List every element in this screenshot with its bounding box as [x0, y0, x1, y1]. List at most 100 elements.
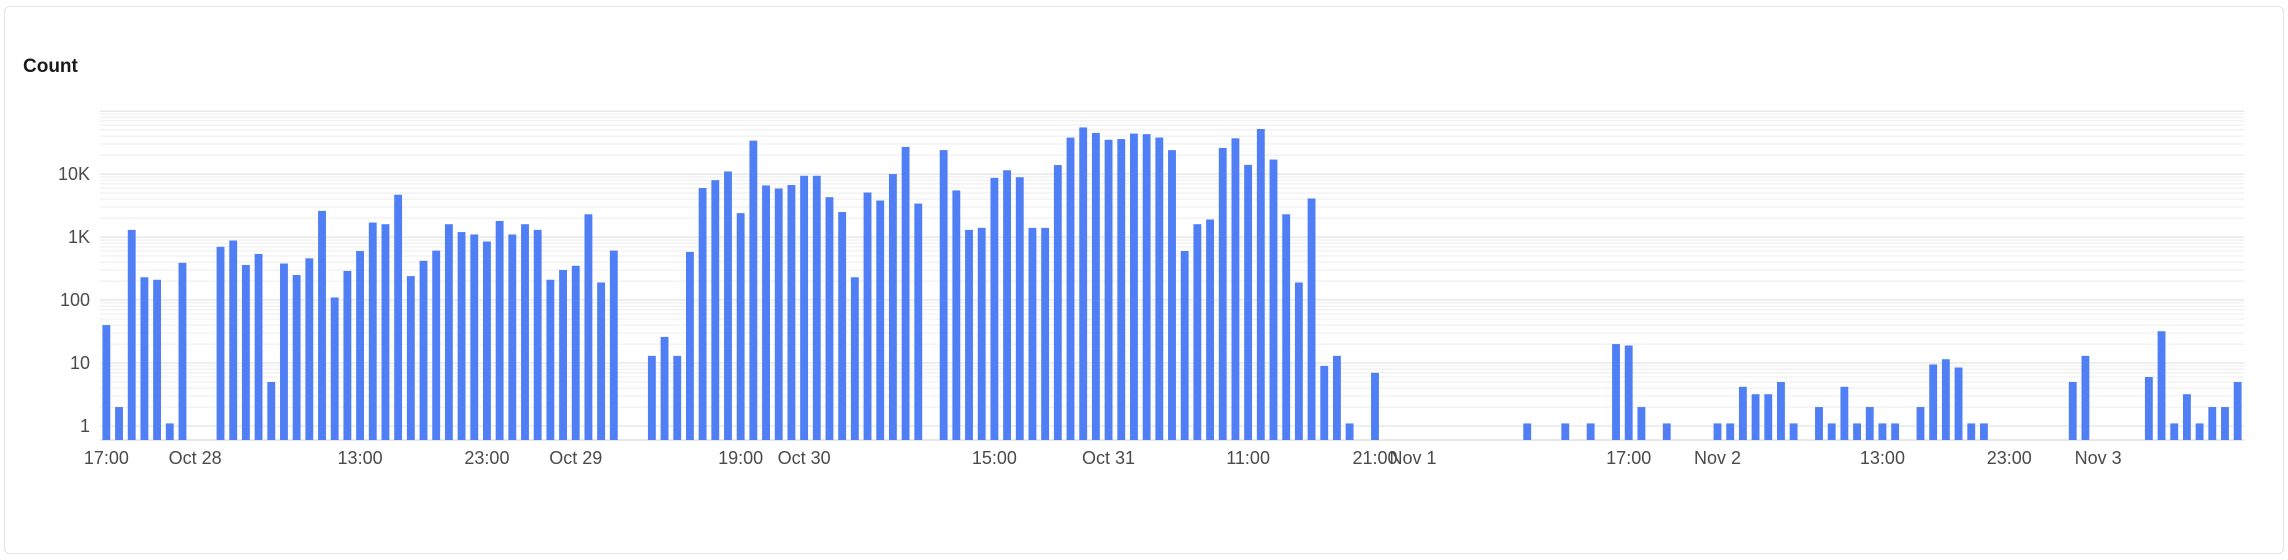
x-tick-label: Oct 29 — [549, 448, 602, 468]
bar — [292, 274, 301, 440]
bar — [2208, 407, 2217, 440]
bar — [1142, 134, 1151, 441]
x-tick-label: Nov 3 — [2075, 448, 2122, 468]
bar — [1206, 219, 1214, 440]
bar — [457, 232, 466, 440]
x-tick-label: Oct 30 — [778, 448, 831, 468]
bar — [736, 213, 745, 440]
x-tick-label: 17:00 — [84, 448, 129, 468]
bar — [229, 240, 238, 440]
x-tick-label: 23:00 — [1987, 448, 2032, 468]
x-tick-label: Nov 1 — [1390, 448, 1437, 468]
x-tick-label: Oct 28 — [169, 448, 222, 468]
x-tick-label: 11:00 — [1226, 448, 1270, 468]
bar — [1218, 147, 1227, 440]
bar — [660, 336, 669, 440]
bar — [1104, 139, 1113, 440]
x-tick-label: 13:00 — [1860, 448, 1905, 468]
bar — [914, 203, 923, 440]
bar — [597, 282, 606, 440]
bar — [863, 192, 872, 440]
x-axis: 17:00 Oct 28 13:00 23:00 Oct 29 19:00 Oct 30 15… — [84, 448, 2122, 468]
bar — [1180, 251, 1189, 440]
bar — [1003, 170, 1012, 440]
bar — [1256, 128, 1265, 440]
bar — [1624, 345, 1633, 440]
bar — [698, 188, 707, 440]
bar — [1523, 423, 1532, 440]
bar — [762, 185, 770, 440]
bar — [1916, 407, 1925, 440]
bar — [368, 222, 377, 440]
bar — [774, 188, 783, 440]
bar — [115, 407, 123, 440]
bar — [1231, 138, 1240, 441]
bar — [1979, 423, 1988, 440]
bar — [1891, 423, 1900, 440]
bar — [1015, 177, 1024, 440]
bar — [178, 262, 187, 440]
bar — [140, 277, 149, 440]
bar — [1294, 282, 1303, 440]
bar — [165, 423, 174, 440]
bar — [1827, 423, 1836, 440]
bar — [1371, 372, 1379, 440]
bar — [1929, 364, 1938, 440]
x-tick-label: Nov 2 — [1694, 448, 1741, 468]
bar — [330, 297, 339, 440]
bar — [406, 276, 415, 440]
bar — [825, 197, 834, 440]
bar — [800, 175, 809, 440]
bar — [444, 224, 453, 440]
bar — [1612, 344, 1620, 440]
bar — [280, 263, 288, 440]
bar — [2182, 394, 2191, 440]
bar — [241, 265, 250, 440]
bar — [1865, 407, 1874, 440]
bar — [2157, 331, 2166, 440]
bar — [254, 253, 263, 440]
bar — [2195, 423, 2204, 440]
y-tick-label: 1K — [68, 227, 90, 247]
bar — [901, 146, 910, 440]
bar — [127, 229, 136, 440]
bar — [153, 279, 162, 440]
x-tick-label: Oct 31 — [1082, 448, 1135, 468]
bar — [724, 171, 732, 440]
x-tick-label: 15:00 — [972, 448, 1017, 468]
bar — [1244, 164, 1253, 441]
bar — [1066, 137, 1075, 440]
bar — [1117, 139, 1126, 440]
bar — [2068, 382, 2077, 440]
bar — [1561, 423, 1570, 440]
bar — [508, 234, 517, 440]
bar — [495, 220, 504, 440]
bar — [1764, 394, 1773, 440]
bar — [343, 270, 352, 440]
bar — [990, 177, 999, 441]
bar — [267, 382, 276, 440]
bar — [1345, 423, 1354, 440]
bar — [1789, 423, 1798, 440]
bar — [356, 251, 365, 440]
bar — [1738, 386, 1747, 440]
bar — [1041, 227, 1050, 440]
bar — [2221, 407, 2229, 440]
bar — [1193, 224, 1202, 440]
bar — [584, 214, 593, 440]
x-tick-label: 13:00 — [338, 448, 383, 468]
bar — [1941, 359, 1950, 440]
bar — [432, 250, 441, 440]
x-tick-label: 21:00 — [1352, 448, 1397, 468]
bar — [812, 175, 821, 440]
bar — [2081, 355, 2090, 440]
bar — [1840, 386, 1849, 440]
bar — [483, 241, 491, 440]
bar — [1637, 407, 1646, 440]
bar — [1878, 423, 1887, 440]
bar — [2233, 382, 2242, 440]
bar — [1053, 165, 1062, 440]
y-tick-label: 100 — [60, 290, 90, 310]
bar — [965, 229, 973, 440]
bar — [1726, 423, 1735, 440]
